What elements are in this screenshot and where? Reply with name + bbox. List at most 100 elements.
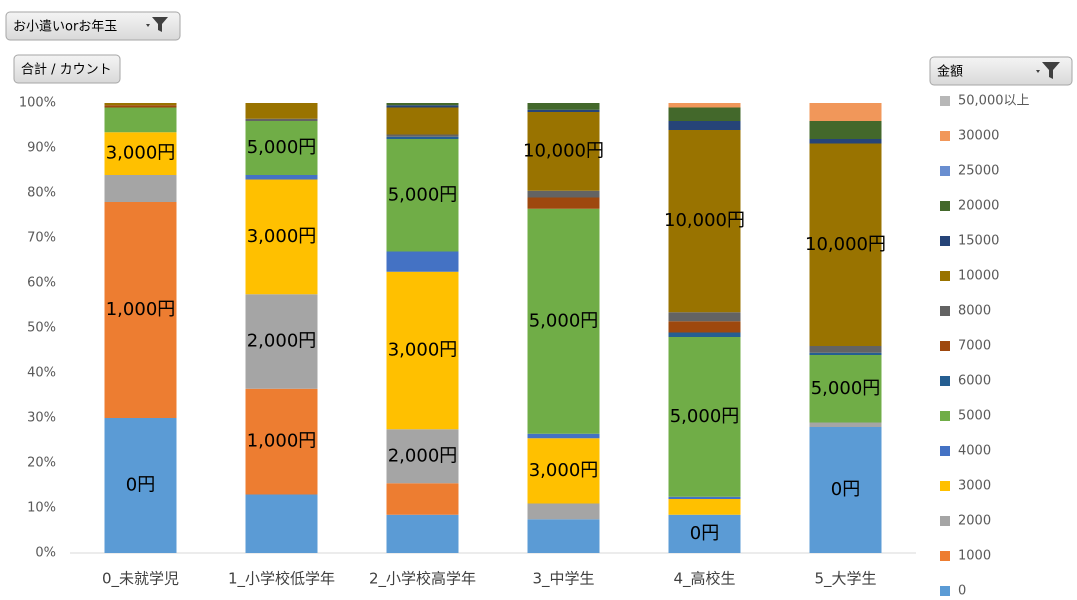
- legend-label: 8000: [958, 304, 991, 319]
- data-label: 3,000円: [247, 226, 317, 247]
- bar-segment: [104, 132, 177, 175]
- x-tick-label: 2_小学校高学年: [369, 570, 476, 589]
- data-label: 3,000円: [388, 340, 458, 361]
- bar-segment: [245, 388, 318, 495]
- legend-label: 50,000以上: [958, 94, 1030, 109]
- bar-segment: [527, 433, 600, 439]
- x-tick-label: 3_中学生: [532, 570, 594, 589]
- bar-segment: [668, 121, 741, 130]
- bar-segment: [527, 103, 600, 110]
- legend-swatch: [940, 96, 950, 106]
- legend-label: 4000: [958, 444, 991, 459]
- legend-label: 15000: [958, 234, 999, 249]
- bar-segment: [809, 355, 882, 423]
- legend-button-label: 金額: [937, 64, 963, 80]
- bar-segment: [809, 103, 882, 121]
- legend-swatch: [940, 516, 950, 526]
- bar-segment: [386, 103, 459, 106]
- bar-segment: [527, 190, 600, 198]
- bar-segment: [668, 103, 741, 108]
- legend-swatch: [940, 201, 950, 211]
- bar-segment: [527, 197, 600, 209]
- x-tick-label: 4_高校生: [673, 570, 735, 589]
- legend-swatch: [940, 376, 950, 386]
- legend-label: 10000: [958, 269, 999, 284]
- data-label: 0円: [690, 523, 719, 544]
- legend-label: 5000: [958, 409, 991, 424]
- bar-segment: [386, 136, 459, 139]
- bar-segment: [809, 427, 882, 553]
- data-label: 10,000円: [523, 140, 604, 161]
- y-tick-label: 40%: [27, 366, 56, 381]
- y-tick-label: 50%: [27, 321, 56, 336]
- data-label: 5,000円: [670, 406, 740, 427]
- y-tick-label: 10%: [27, 501, 56, 516]
- legend-label: 7000: [958, 339, 991, 354]
- filter-button[interactable]: お小遣いorお年玉: [5, 11, 181, 41]
- y-tick-label: 80%: [27, 186, 56, 201]
- y-tick-label: 30%: [27, 411, 56, 426]
- bar-segment: [668, 321, 741, 333]
- bar-segment: [668, 130, 741, 313]
- legend-label: 3000: [958, 479, 991, 494]
- y-tick-label: 70%: [27, 231, 56, 246]
- bar-segment: [104, 103, 177, 106]
- bar-segment: [527, 438, 600, 504]
- x-tick-label: 1_小学校低学年: [228, 570, 335, 589]
- bar-segment: [386, 514, 459, 553]
- bar-segment: [245, 121, 318, 175]
- y-tick-label: 20%: [27, 456, 56, 471]
- bar-segment: [245, 494, 318, 553]
- data-label: 5,000円: [811, 378, 881, 399]
- legend-swatch: [940, 236, 950, 246]
- legend-swatch: [940, 131, 950, 141]
- legend-label: 20000: [958, 199, 999, 214]
- data-label: 2,000円: [388, 445, 458, 466]
- bar-segment: [668, 312, 741, 322]
- legend-label: 2000: [958, 514, 991, 529]
- legend-swatch: [940, 341, 950, 351]
- data-label: 3,000円: [529, 460, 599, 481]
- bar-segment: [809, 422, 882, 427]
- bar-segment: [809, 139, 882, 144]
- bar-segment: [386, 429, 459, 484]
- bar-segment: [245, 294, 318, 389]
- bar-segment: [527, 109, 600, 112]
- legend-swatch: [940, 551, 950, 561]
- bar-segment: [668, 107, 741, 121]
- bar-segment: [386, 483, 459, 515]
- legend-label: 1000: [958, 549, 991, 564]
- x-tick-label: 5_大学生: [814, 570, 876, 589]
- bar-segment: [809, 121, 882, 139]
- value-button[interactable]: 合計 / カウント: [13, 54, 121, 84]
- bar-segment: [668, 499, 741, 515]
- data-label: 10,000円: [805, 234, 886, 255]
- legend-swatch: [940, 411, 950, 421]
- bar-segment: [245, 175, 318, 180]
- data-label: 0円: [126, 475, 155, 496]
- bar-segment: [104, 175, 177, 202]
- legend-swatch: [940, 446, 950, 456]
- bar-segment: [809, 346, 882, 353]
- bar-segment: [104, 202, 177, 418]
- bar-segment: [245, 118, 318, 121]
- legend-swatch: [940, 586, 950, 596]
- data-label: 1,000円: [106, 299, 176, 320]
- y-tick-label: 90%: [27, 141, 56, 156]
- bar-segment: [245, 179, 318, 295]
- bar-segment: [386, 134, 459, 137]
- legend-label: 25000: [958, 164, 999, 179]
- bar-segment: [668, 514, 741, 553]
- legend-button[interactable]: 金額: [929, 56, 1073, 86]
- bar-segment: [809, 352, 882, 355]
- legend-label: 6000: [958, 374, 991, 389]
- bar-segment: [386, 107, 459, 135]
- y-tick-label: 0%: [35, 546, 56, 561]
- legend-swatch: [940, 271, 950, 281]
- bar-segment: [809, 143, 882, 346]
- data-label: 1,000円: [247, 431, 317, 452]
- bar-segment: [245, 103, 318, 119]
- bar-segment: [386, 139, 459, 252]
- filter-button-label: お小遣いorお年玉: [13, 20, 117, 35]
